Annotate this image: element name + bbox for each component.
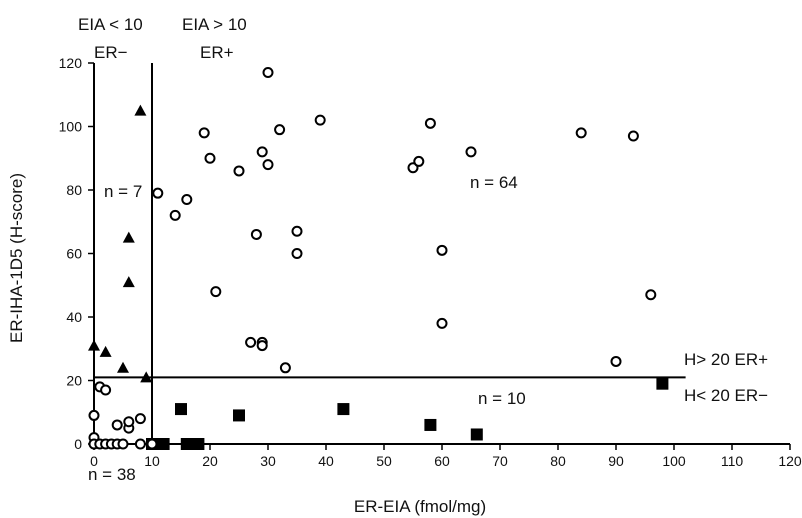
circle-point — [256, 146, 268, 158]
n38-label: n = 38 — [88, 465, 136, 484]
circle-point — [233, 165, 245, 177]
circle-point — [111, 419, 123, 431]
square-point — [337, 403, 350, 416]
x-tick-label: 60 — [434, 453, 450, 469]
square-point — [470, 428, 483, 441]
circle-point — [627, 130, 639, 142]
circle-point — [88, 409, 100, 421]
square-point — [233, 409, 245, 422]
x-tick-label: 10 — [144, 453, 160, 469]
triangle-point — [117, 361, 129, 373]
circle-point — [169, 209, 181, 221]
square-point — [157, 438, 170, 450]
triangle-point — [122, 231, 135, 243]
circle-point — [424, 117, 436, 129]
y-tick-label: 60 — [66, 246, 82, 262]
y-tick-label: 120 — [59, 55, 83, 71]
h-high-label: H> 20 ER+ — [684, 350, 768, 369]
circle-point — [210, 286, 222, 298]
square-point — [192, 438, 205, 450]
x-tick-label: 100 — [662, 453, 686, 469]
circle-point — [279, 362, 291, 374]
y-tick-label: 0 — [74, 436, 82, 452]
circle-point — [413, 155, 425, 167]
circle-point — [436, 244, 448, 256]
square-point — [175, 403, 187, 416]
circle-point — [291, 225, 303, 237]
er-negative-label: ER− — [94, 43, 128, 62]
circle-point — [134, 413, 146, 425]
x-tick-label: 30 — [260, 453, 276, 469]
y-axis-title: ER-IHA-1D5 (H-score) — [7, 173, 26, 343]
circle-point — [291, 248, 303, 259]
circle-point — [123, 416, 135, 428]
circle-point — [134, 438, 146, 450]
circle-point — [610, 355, 622, 367]
circle-point — [436, 317, 448, 329]
circle-point — [256, 340, 268, 352]
y-tick-label: 100 — [59, 119, 83, 135]
circle-point — [245, 336, 257, 348]
circle-point — [262, 67, 274, 79]
y-tick-label: 80 — [66, 182, 82, 198]
x-tick-label: 40 — [318, 453, 334, 469]
x-tick-label: 90 — [608, 453, 624, 469]
x-tick-label: 50 — [376, 453, 392, 469]
er-positive-label: ER+ — [200, 43, 234, 62]
circle-point — [274, 124, 286, 136]
eia-low-label: EIA < 10 — [78, 15, 143, 34]
circle-point — [204, 152, 216, 164]
circle-point — [575, 127, 587, 139]
circle-point — [117, 438, 129, 450]
x-tick-label: 80 — [550, 453, 566, 469]
circle-point — [100, 384, 112, 396]
n64-label: n = 64 — [470, 173, 518, 192]
circle-point — [181, 194, 193, 206]
circle-point — [645, 289, 657, 301]
x-axis-title: ER-EIA (fmol/mg) — [354, 497, 486, 516]
x-tick-label: 0 — [90, 453, 98, 469]
square-point — [424, 418, 437, 431]
triangle-point — [134, 104, 147, 116]
y-tick-label: 20 — [66, 373, 82, 389]
x-tick-label: 70 — [492, 453, 508, 469]
x-tick-label: 20 — [202, 453, 218, 469]
h-low-label: H< 20 ER− — [684, 386, 768, 405]
eia-high-label: EIA > 10 — [182, 15, 247, 34]
circle-point — [465, 146, 477, 158]
n10-label: n = 10 — [478, 389, 526, 408]
triangle-point — [88, 339, 100, 351]
y-tick-label: 40 — [66, 309, 82, 325]
n7-label: n = 7 — [104, 182, 142, 201]
triangle-point — [99, 345, 112, 357]
circle-point — [250, 228, 262, 240]
circle-point — [146, 438, 158, 450]
x-tick-label: 110 — [721, 453, 744, 469]
circle-point — [262, 159, 274, 171]
square-point — [656, 377, 669, 390]
circle-point — [314, 114, 326, 126]
x-tick-label: 120 — [778, 453, 802, 469]
triangle-point — [140, 371, 153, 383]
triangle-point — [122, 276, 135, 288]
circle-point — [198, 127, 210, 139]
circle-point — [152, 187, 164, 199]
